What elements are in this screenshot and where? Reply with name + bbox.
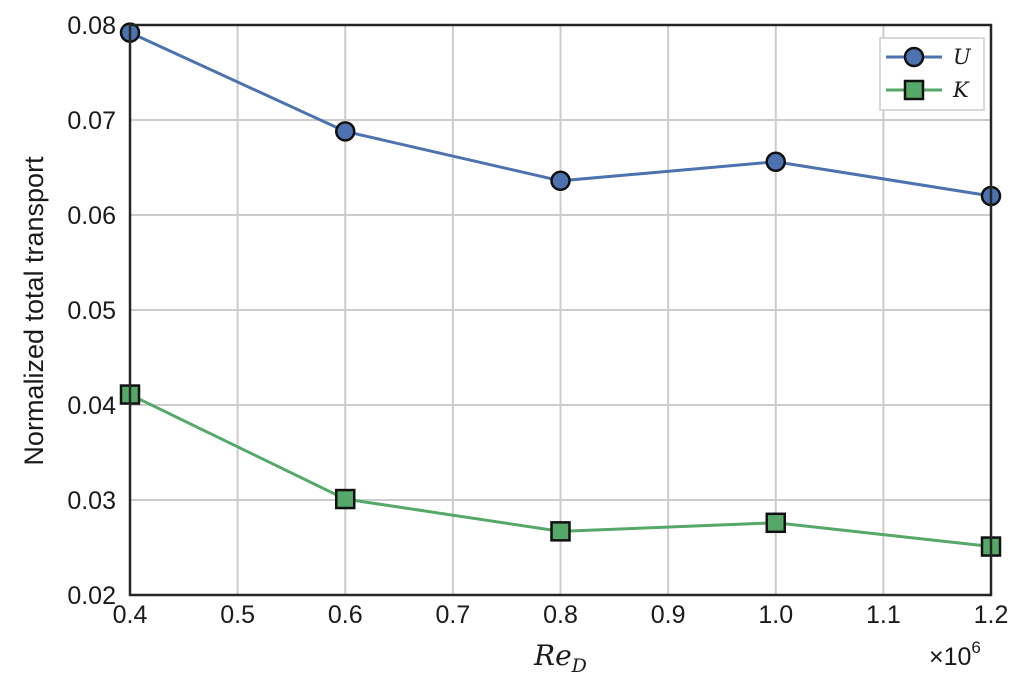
x-axis-label: ReD xyxy=(533,639,587,677)
y-tick-label: 0.08 xyxy=(67,12,116,40)
y-axis-label: Normalized total transport xyxy=(19,156,49,466)
y-tick-labels: 0.02 0.03 0.04 0.05 0.06 0.07 0.08 xyxy=(67,12,116,610)
legend-label-k: K xyxy=(952,78,970,102)
y-tick-label: 0.07 xyxy=(67,107,116,135)
x-tick-label: 1.2 xyxy=(974,601,1009,629)
data-point-u xyxy=(550,170,571,192)
x-tick-labels: 0.4 0.5 0.6 0.7 0.8 0.9 1.0 1.1 1.2 xyxy=(113,601,1009,629)
data-point-u xyxy=(335,121,356,142)
grid-lines xyxy=(129,24,992,596)
legend-marker-u xyxy=(903,46,925,68)
legend-marker-k xyxy=(903,79,925,101)
data-series xyxy=(119,22,1002,557)
y-tick-label: 0.06 xyxy=(67,202,116,230)
x-axis-multiplier: ×106 xyxy=(929,638,981,671)
data-point-k xyxy=(765,512,786,534)
x-tick-label: 0.8 xyxy=(543,601,578,629)
plot-frame xyxy=(128,23,993,597)
x-tick-label: 0.7 xyxy=(435,601,470,629)
data-point-k xyxy=(335,488,356,510)
x-tick-label: 1.1 xyxy=(866,601,901,629)
x-tick-label: 1.0 xyxy=(758,601,793,629)
y-tick-label: 0.02 xyxy=(67,582,116,610)
data-point-k xyxy=(550,521,571,542)
y-tick-label: 0.03 xyxy=(67,487,116,515)
y-tick-label: 0.05 xyxy=(67,297,116,325)
x-tick-label: 0.9 xyxy=(651,601,686,629)
x-tick-label: 0.5 xyxy=(220,601,255,629)
legend: U K xyxy=(879,37,985,111)
y-tick-label: 0.04 xyxy=(67,392,116,420)
legend-label-u: U xyxy=(953,45,972,69)
x-tick-label: 0.6 xyxy=(328,601,363,629)
x-tick-label: 0.4 xyxy=(113,601,148,629)
data-point-u xyxy=(765,151,786,173)
legend-box xyxy=(879,37,985,111)
